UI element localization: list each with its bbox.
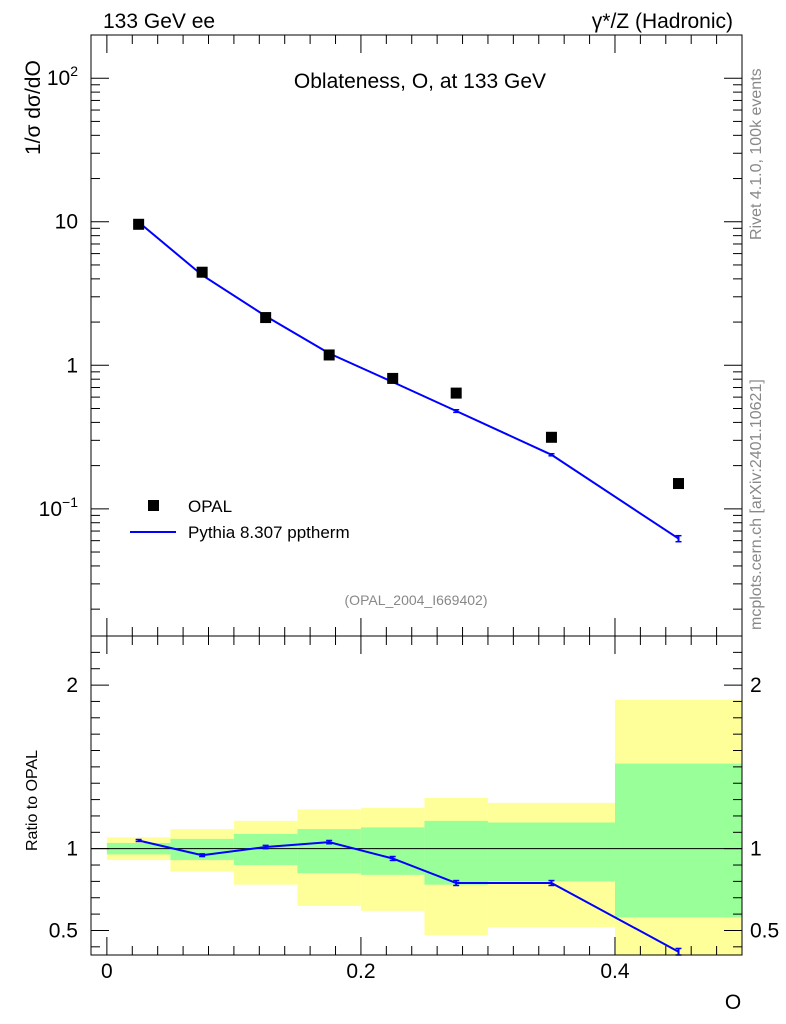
- x-axis-label: O: [725, 991, 741, 1014]
- opal-data-point: [260, 312, 272, 324]
- ratio-axis-ticks: [91, 635, 743, 955]
- ratio-frame: [90, 635, 743, 956]
- legend-opal-marker: [148, 500, 159, 511]
- main-y-axis-label: 1/σ dσ/dO: [22, 60, 45, 155]
- ratio-plot-marks: [135, 838, 682, 956]
- ratio-y-tick-label-right: 1: [750, 838, 762, 861]
- opal-data-point: [672, 478, 684, 490]
- main-y-tick-label: 10−1: [39, 494, 79, 521]
- ratio-panel: 0.5 0.5 1 1 2 2 0 0.2 0.4 Ratio to OPAL O: [24, 635, 779, 1014]
- opal-data-point: [196, 266, 208, 278]
- rivet-version-label: Rivet 4.1.0, 100k events: [748, 68, 765, 240]
- ratio-y-tick-label-left: 2: [66, 674, 78, 697]
- x-tick-label: 0.4: [600, 960, 630, 983]
- analysis-watermark: (OPAL_2004_I669402): [345, 592, 488, 608]
- header-right: γ*/Z (Hadronic): [592, 10, 733, 33]
- ratio-inner-band: [170, 838, 234, 861]
- ratio-y-axis-label: Ratio to OPAL: [24, 750, 41, 851]
- main-plot-marks: [133, 218, 684, 543]
- main-panel: Oblateness, O, at 133 GeV 1/σ dσ/dO (OPA…: [22, 34, 743, 637]
- mc-series-line: [137, 221, 680, 540]
- legend-pythia-label: Pythia 8.307 pptherm: [188, 523, 350, 542]
- ratio-y-tick-label-right: 2: [750, 674, 762, 697]
- main-y-tick-label: 102: [47, 63, 78, 90]
- opal-data-point: [133, 218, 145, 230]
- ratio-y-tick-label-left: 1: [66, 838, 78, 861]
- ratio-inner-band: [614, 763, 742, 918]
- ratio-tick-labels: 0.5 0.5 1 1 2 2 0 0.2 0.4: [49, 674, 779, 983]
- ratio-y-tick-label-right: 0.5: [750, 919, 779, 942]
- opal-data-point: [323, 349, 335, 361]
- ratio-inner-band: [487, 822, 615, 882]
- legend: OPAL Pythia 8.307 pptherm: [130, 497, 350, 542]
- mcplots-credit-label: mcplots.cern.ch [arXiv:2401.10621]: [748, 379, 765, 630]
- legend-opal-label: OPAL: [188, 497, 232, 516]
- main-chart-title: Oblateness, O, at 133 GeV: [294, 70, 546, 93]
- main-frame: [90, 34, 743, 637]
- header-left: 133 GeV ee: [103, 10, 215, 33]
- ratio-inner-band: [297, 829, 361, 874]
- main-axis-ticks: [91, 34, 743, 636]
- ratio-uncertainty-bands: [106, 699, 742, 955]
- opal-data-point: [387, 372, 399, 384]
- main-y-tick-label: 1: [66, 354, 78, 377]
- x-tick-label: 0: [101, 960, 113, 983]
- ratio-y-tick-label-left: 0.5: [49, 919, 78, 942]
- ratio-series-line: [138, 839, 679, 953]
- opal-data-point: [545, 431, 557, 443]
- main-y-tick-label: 10: [55, 211, 78, 234]
- main-y-tick-labels: 10−1 1 10 102: [39, 63, 79, 521]
- opal-data-point: [450, 387, 462, 399]
- x-tick-label: 0.2: [346, 960, 375, 983]
